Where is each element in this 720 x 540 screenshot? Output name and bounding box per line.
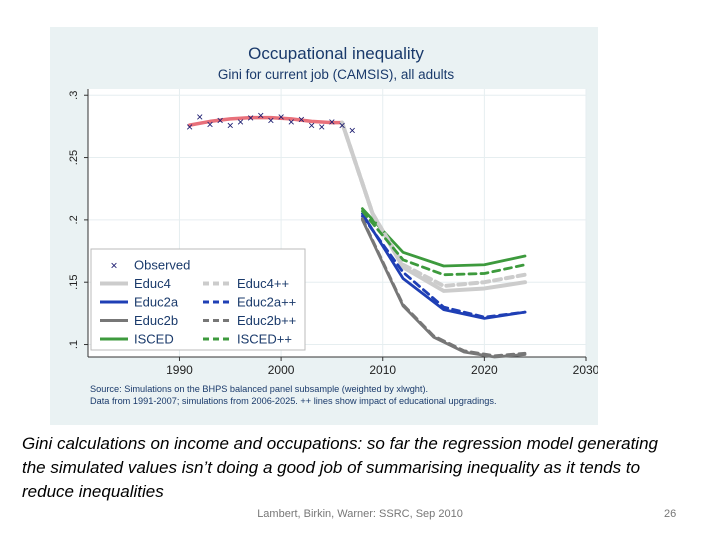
- legend: × Observed Educ4 Educ4++ Educ2a Educ2a++ Educ2…: [90, 248, 306, 351]
- chart-panel: Occupational inequality Gini for current…: [50, 27, 598, 425]
- legend-box: [90, 248, 306, 351]
- observed-point: ×: [278, 110, 285, 124]
- y-tick-label: .3: [68, 91, 80, 100]
- series-layer: ××× × × × × × × × × × × × × × ×: [186, 109, 528, 359]
- observed-point: ×: [227, 119, 234, 133]
- series-line-isced: [361, 207, 527, 268]
- y-tick-label: .1: [68, 340, 80, 349]
- observed-point: ×: [247, 111, 254, 125]
- series-line-educ4-plus: [340, 120, 528, 288]
- series-line-isced-plus: [361, 209, 527, 277]
- series-line-educ2b-plus: [361, 217, 527, 358]
- series-line-fitted: [187, 115, 344, 127]
- observed-point: ×: [288, 115, 295, 129]
- chart-subtitle: Gini for current job (CAMSIS), all adult…: [218, 67, 455, 82]
- observed-point: ×: [217, 114, 224, 128]
- y-tick-label: .2: [68, 215, 80, 224]
- slide-caption: Gini calculations on income and occupati…: [22, 434, 658, 501]
- legend-label: Educ4++: [237, 276, 289, 291]
- x-tick-label: 2030: [573, 363, 598, 377]
- x-tick-label: 1990: [166, 363, 193, 377]
- legend-marker-observed: ×: [110, 259, 117, 273]
- x-tick-label: 2010: [369, 363, 396, 377]
- observed-point: ×: [206, 117, 213, 131]
- observed-point: ×: [349, 124, 356, 138]
- x-tick-label: 2000: [268, 363, 295, 377]
- legend-label: ISCED: [134, 332, 174, 347]
- observed-point: ×: [298, 112, 305, 126]
- chart-title: Occupational inequality: [248, 44, 424, 63]
- chart-svg: Occupational inequality Gini for current…: [68, 44, 598, 406]
- legend-label: Educ2b++: [237, 313, 296, 328]
- observed-point: ×: [328, 115, 335, 129]
- x-tick-label: 2020: [471, 363, 498, 377]
- observed-point: ×: [267, 114, 274, 128]
- slide-footer: Lambert, Birkin, Warner: SSRC, Sep 2010: [257, 508, 463, 520]
- observed-point: ×: [186, 120, 193, 134]
- series-line-educ2a-plus: [361, 214, 527, 319]
- observed-point: ×: [308, 119, 315, 133]
- legend-label: Educ2a++: [237, 295, 296, 310]
- page-number: 26: [664, 508, 677, 520]
- chart-note-line-1: Source: Simulations on the BHPS balanced…: [90, 384, 428, 394]
- observed-point: ×: [196, 110, 203, 124]
- observed-point: ×: [257, 109, 264, 123]
- legend-label: Educ2b: [134, 313, 178, 328]
- observed-point: ×: [237, 115, 244, 129]
- observed-point: ×: [318, 120, 325, 134]
- legend-label: Educ4: [134, 276, 171, 291]
- y-tick-label: .15: [68, 275, 80, 290]
- chart-note-line-2: Data from 1991-2007; simulations from 20…: [90, 396, 497, 406]
- y-tick-label: .25: [68, 150, 80, 165]
- legend-label: ISCED++: [237, 332, 292, 347]
- legend-label: Educ2a: [134, 295, 179, 310]
- observed-point: ×: [339, 119, 346, 133]
- legend-label: Observed: [134, 258, 190, 273]
- series-line-educ2a: [361, 212, 527, 320]
